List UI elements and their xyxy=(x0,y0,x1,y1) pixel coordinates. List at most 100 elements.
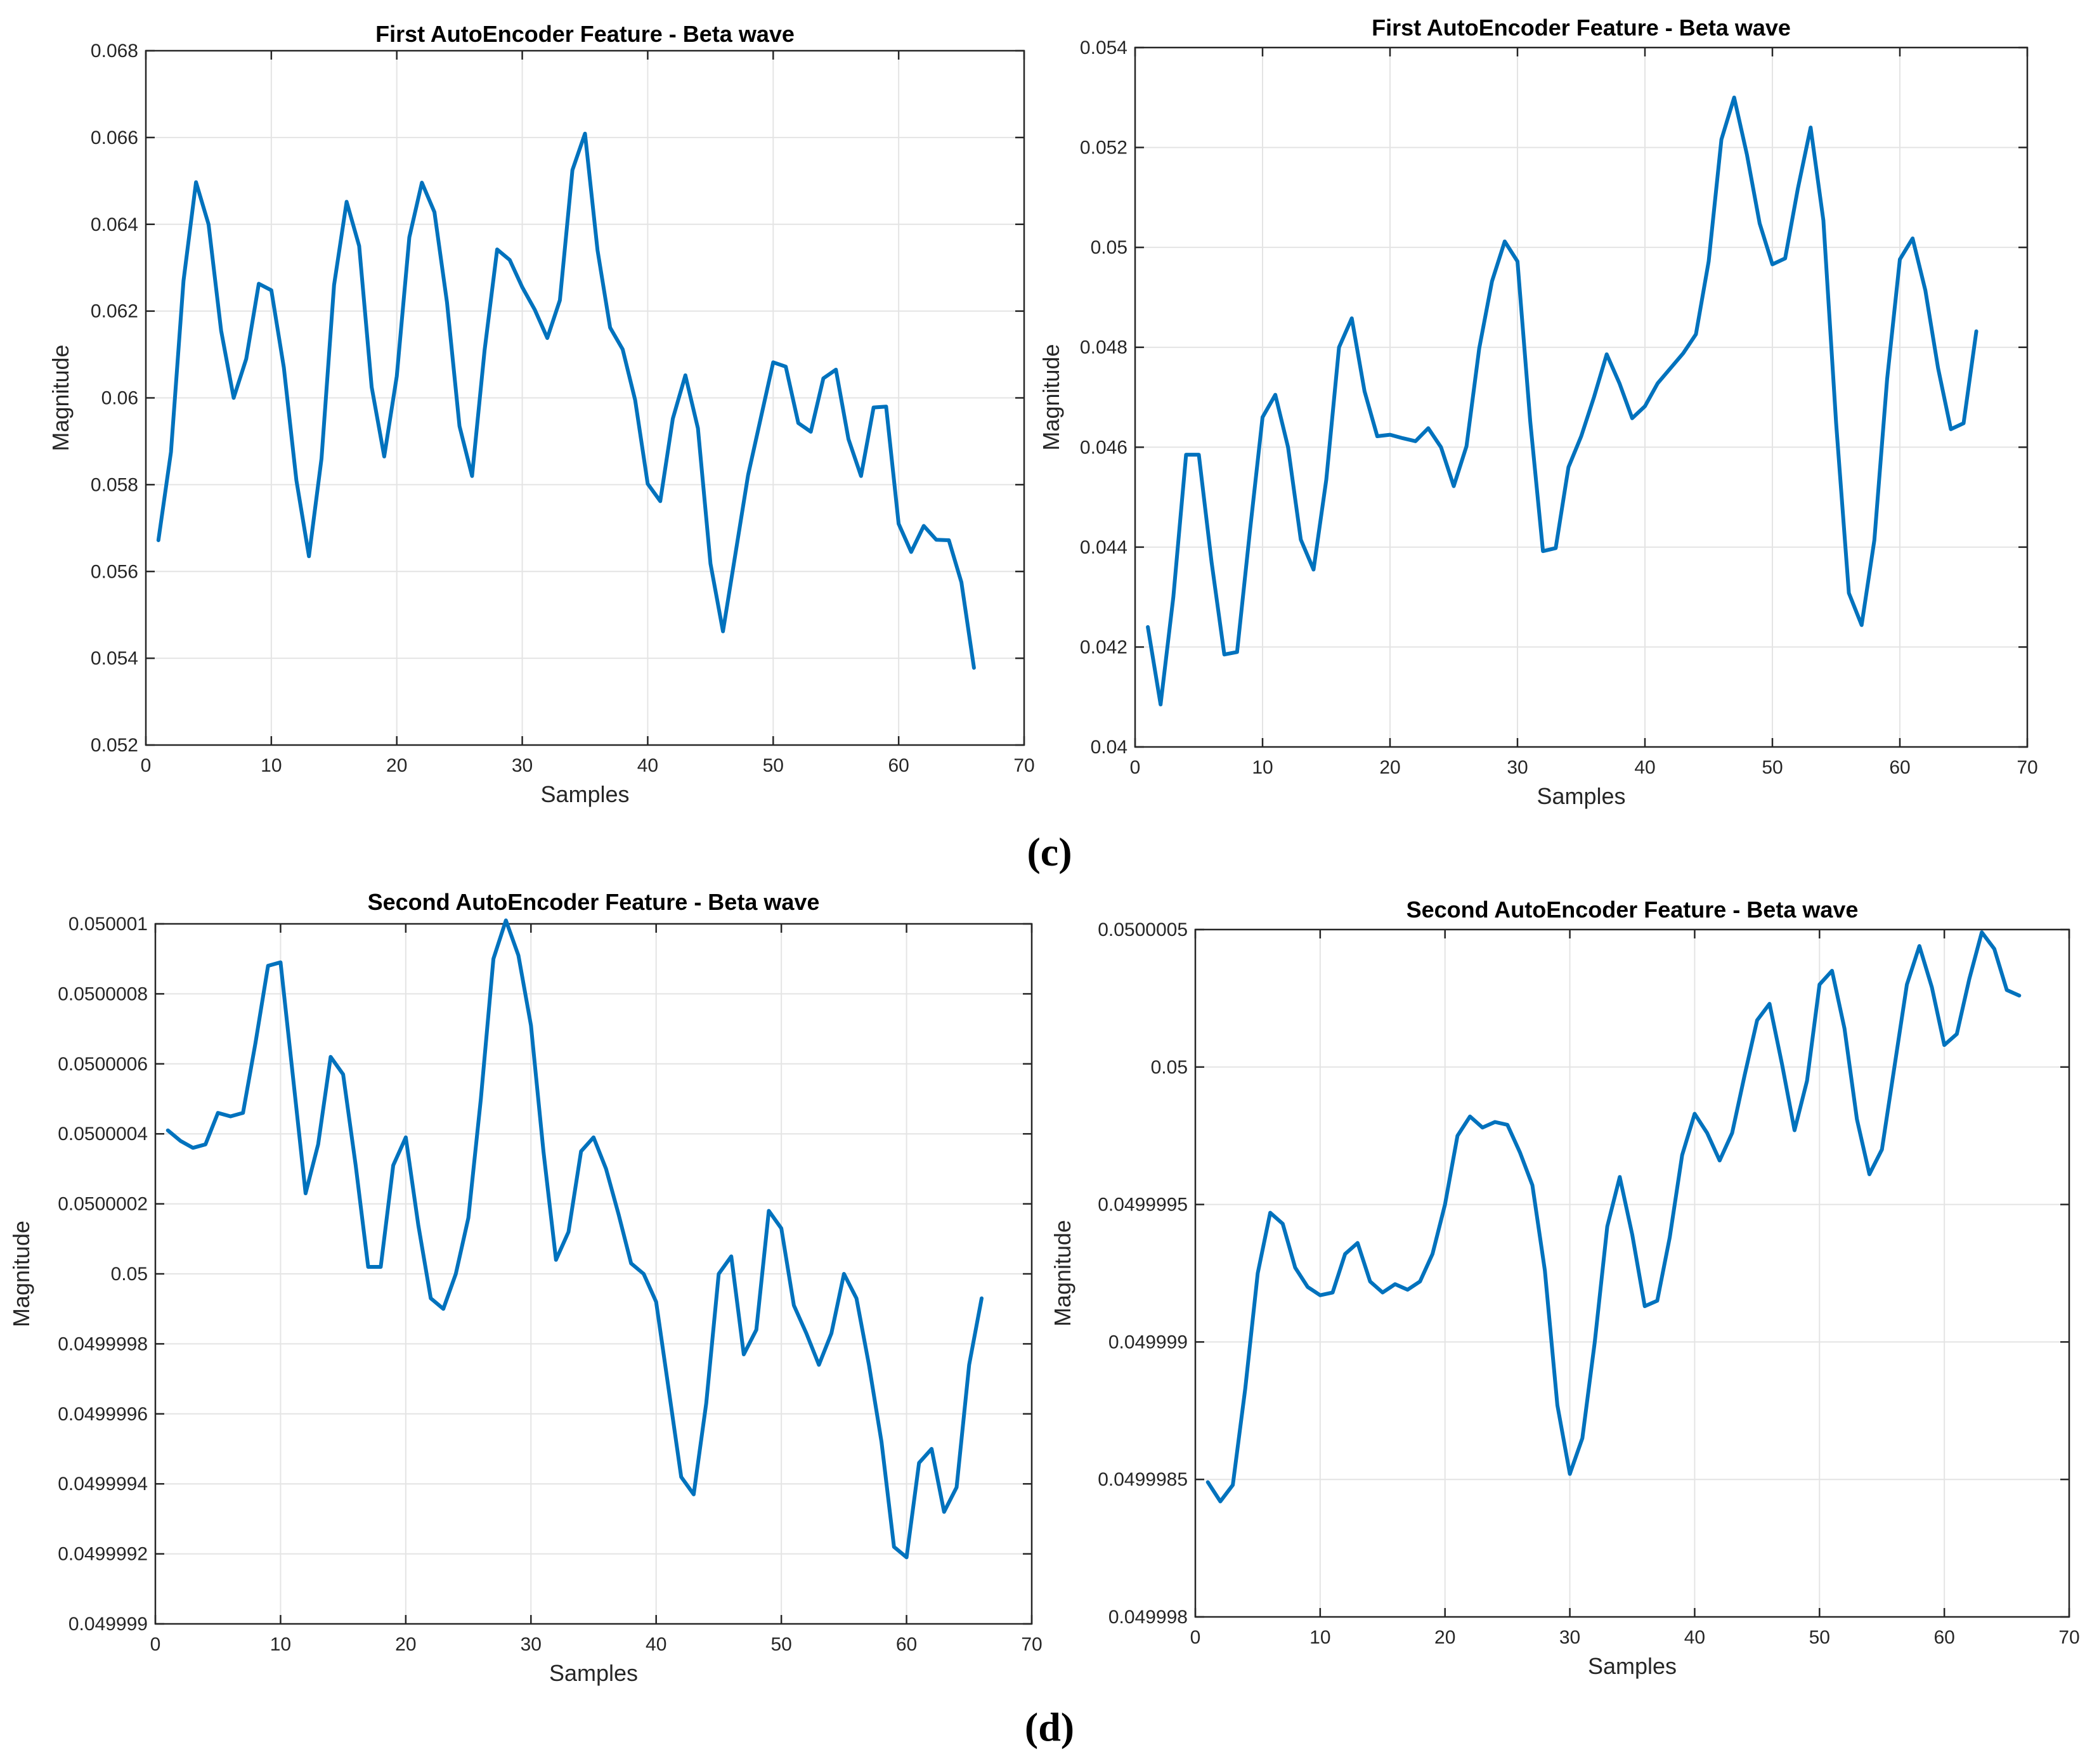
y-tick-label: 0.042 xyxy=(1080,637,1127,658)
data-point xyxy=(1923,289,1927,292)
data-point xyxy=(504,918,508,922)
data-point xyxy=(491,957,495,961)
data-point xyxy=(228,1115,232,1119)
y-tick-label: 0.044 xyxy=(1080,537,1127,558)
data-point xyxy=(316,1143,320,1146)
chart-title: Second AutoEncoder Feature - Beta wave xyxy=(1407,897,1859,923)
data-point xyxy=(1356,1241,1360,1245)
data-point xyxy=(767,1209,770,1213)
chart-panel-3: 0 10 20 30 40 50 60 70 0.049999 0.0499992 0.049999… xyxy=(8,889,1043,1686)
data-point xyxy=(320,457,323,460)
data-point xyxy=(1363,389,1367,393)
y-tick-label: 0.0500008 xyxy=(58,983,148,1004)
data-point xyxy=(922,524,926,528)
data-point xyxy=(1235,650,1239,654)
data-point xyxy=(616,1212,620,1216)
data-point xyxy=(1223,652,1226,656)
data-point xyxy=(517,954,521,957)
data-point xyxy=(1796,186,1800,190)
data-point xyxy=(679,1475,683,1479)
data-point xyxy=(842,1272,846,1276)
data-point xyxy=(1455,1134,1459,1138)
data-point xyxy=(1261,415,1264,419)
data-point xyxy=(1554,546,1557,550)
data-point xyxy=(779,1226,783,1230)
x-tick-label: 60 xyxy=(1889,757,1910,778)
data-point xyxy=(341,1072,345,1076)
data-point xyxy=(658,499,662,503)
data-point xyxy=(867,1363,871,1367)
chart-title: Second AutoEncoder Feature - Beta wave xyxy=(368,889,820,915)
data-point xyxy=(1580,1436,1584,1440)
data-point xyxy=(467,1216,471,1220)
y-tick-label: 0.0500004 xyxy=(58,1124,148,1145)
data-point xyxy=(759,417,763,420)
data-point xyxy=(796,421,800,425)
y-tick-label: 0.062 xyxy=(91,301,138,322)
data-point xyxy=(1692,1112,1696,1116)
data-point xyxy=(1439,445,1443,449)
data-point xyxy=(1830,969,1834,973)
data-point xyxy=(1630,417,1634,420)
data-point xyxy=(254,1041,257,1045)
data-point xyxy=(917,1461,921,1465)
data-point xyxy=(2005,988,2009,992)
data-point xyxy=(1518,1150,1522,1154)
data-point xyxy=(1244,1387,1247,1391)
data-point xyxy=(370,385,374,389)
data-point xyxy=(1618,1175,1621,1179)
data-point xyxy=(232,396,236,400)
data-point xyxy=(1311,567,1315,571)
x-tick-label: 70 xyxy=(1021,1634,1042,1655)
data-point xyxy=(1643,405,1647,408)
data-point xyxy=(583,132,587,136)
data-point xyxy=(382,455,386,458)
data-point xyxy=(521,285,524,289)
data-point xyxy=(1350,316,1354,320)
x-tick-label: 0 xyxy=(141,755,152,776)
data-point xyxy=(1732,96,1736,100)
x-tick-label: 20 xyxy=(395,1634,416,1655)
data-point xyxy=(216,1111,220,1115)
data-point xyxy=(784,365,788,368)
data-point xyxy=(1406,1288,1410,1292)
x-tick-label: 50 xyxy=(1809,1627,1830,1648)
y-tick-label: 0.0499995 xyxy=(1098,1195,1188,1216)
data-point xyxy=(666,1387,670,1391)
data-point xyxy=(1681,351,1685,355)
data-point xyxy=(454,1272,458,1276)
data-point xyxy=(1505,1123,1509,1127)
data-point xyxy=(1299,538,1303,542)
x-tick-label: 20 xyxy=(1379,757,1400,778)
x-axis-label: Samples xyxy=(549,1660,638,1686)
x-axis-label: Samples xyxy=(540,781,629,807)
data-point xyxy=(1847,591,1851,595)
data-point xyxy=(1468,1115,1472,1119)
data-point xyxy=(1962,421,1966,425)
data-point xyxy=(241,1111,245,1115)
data-point xyxy=(684,373,687,377)
data-point xyxy=(1992,947,1996,950)
data-point xyxy=(1793,1129,1796,1132)
data-point xyxy=(1593,1340,1597,1344)
y-tick-label: 0.046 xyxy=(1080,437,1127,458)
data-point xyxy=(270,289,273,292)
data-point xyxy=(479,1097,483,1101)
data-point xyxy=(809,430,813,434)
y-tick-label: 0.0499994 xyxy=(58,1474,148,1495)
x-tick-label: 30 xyxy=(1559,1627,1580,1648)
data-point xyxy=(1780,1062,1784,1066)
data-point xyxy=(1942,1043,1946,1047)
y-axis-label: Magnitude xyxy=(1038,344,1064,450)
data-point xyxy=(545,336,549,340)
data-point xyxy=(1197,453,1201,457)
data-point xyxy=(1481,1125,1485,1129)
y-tick-label: 0.058 xyxy=(91,474,138,495)
chart-panel-2: 0 10 20 30 40 50 60 70 0.04 0.042 0.044 0.046 0.048 0… xyxy=(1038,15,2038,809)
data-point xyxy=(696,426,700,430)
y-tick-label: 0.06 xyxy=(101,388,138,409)
data-point xyxy=(935,538,939,542)
data-point xyxy=(458,424,462,428)
data-point xyxy=(408,235,412,239)
